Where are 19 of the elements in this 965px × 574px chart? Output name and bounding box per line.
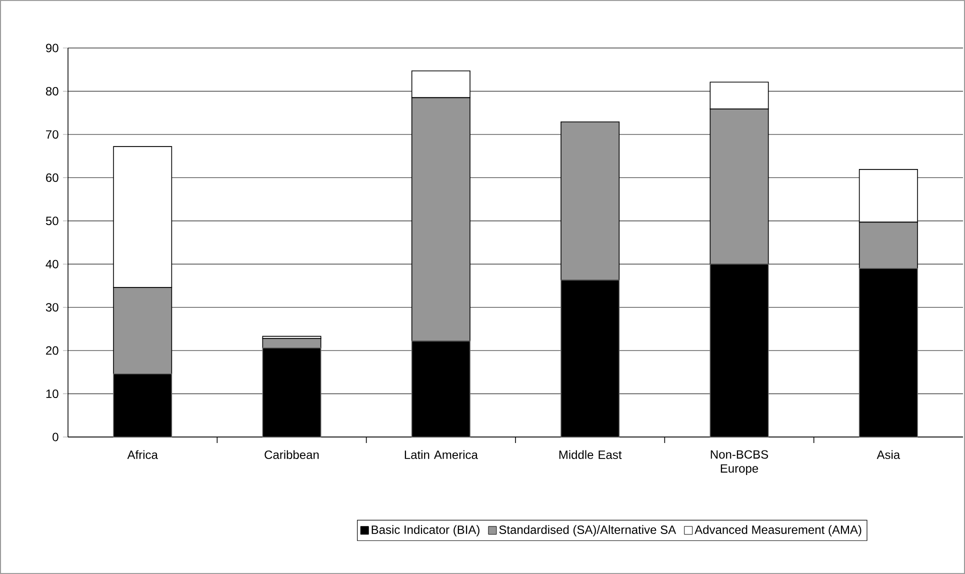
x-tick-label: Middle East: [559, 450, 622, 460]
y-tick-label: 0: [52, 432, 58, 442]
legend-label: Advanced Measurement (AMA): [694, 525, 862, 536]
y-tick-label: 70: [46, 130, 58, 139]
legend-label: Basic Indicator (BIA): [372, 525, 480, 536]
y-tick-label: 50: [46, 216, 58, 226]
legend-label: Standardised (SA)/Alternative SA: [499, 525, 676, 536]
y-tick-label: 40: [46, 260, 58, 268]
y-tick-label: 20: [46, 346, 58, 355]
y-tick-label: 80: [46, 86, 58, 96]
y-tick-label: 30: [46, 303, 58, 312]
x-tick-label: Non-BCBS Europe: [710, 450, 768, 476]
y-tick-label: 90: [46, 44, 58, 52]
x-tick-label: Africa: [127, 450, 158, 460]
x-tick-label: Asia: [876, 450, 900, 460]
x-tick-label: Caribbean: [264, 450, 319, 460]
y-tick-label: 10: [46, 390, 58, 398]
x-tick-label: Latin America: [404, 450, 478, 460]
y-tick-label: 60: [46, 173, 58, 182]
